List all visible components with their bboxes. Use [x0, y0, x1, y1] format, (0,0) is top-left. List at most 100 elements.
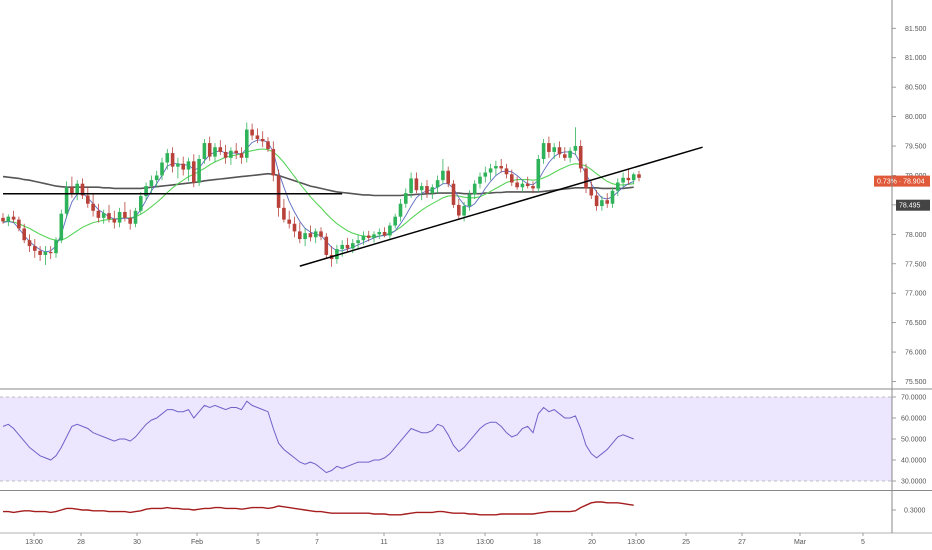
candle-body [621, 177, 625, 183]
candle-body [80, 183, 85, 196]
rising-trend-line [299, 146, 703, 267]
y-tick-label: 70.0000 [901, 395, 926, 402]
level-price-badge-text: 78.495 [899, 203, 921, 210]
candle-body [112, 219, 117, 223]
x-tick-label: 7 [315, 539, 319, 546]
candle-body [499, 166, 503, 169]
candle-body [494, 166, 498, 169]
candle-body [361, 235, 366, 241]
last-price-badge-text: 0.73% · 78.904 [877, 179, 925, 186]
candle-body [510, 174, 514, 183]
y-tick-label: 80.500 [905, 85, 927, 92]
candle-body [563, 154, 567, 158]
candle-body [600, 200, 604, 207]
x-tick-label: 11 [380, 539, 387, 546]
candle-body [128, 217, 132, 224]
y-tick-label: 40.0000 [901, 458, 926, 465]
candle-body [6, 216, 11, 222]
x-tick-label: 18 [533, 539, 541, 546]
candle-body [520, 183, 525, 188]
candle-body [75, 183, 79, 194]
y-tick-label: 80.000 [905, 114, 927, 121]
candle-body [250, 129, 254, 136]
candle-body [11, 216, 16, 220]
candle-body [594, 195, 599, 207]
candle-body [43, 251, 48, 255]
candle-body [202, 143, 207, 159]
candle-body [38, 250, 42, 255]
candle-body [271, 148, 276, 176]
candle-body [107, 213, 111, 220]
candle-body [64, 187, 69, 214]
candle-body [17, 219, 21, 229]
candle-body [313, 231, 318, 238]
candle-body [170, 153, 175, 167]
candle-body [276, 175, 281, 208]
candle-body [48, 251, 53, 254]
candle-body [398, 203, 403, 217]
candle-body [33, 246, 37, 251]
candle-body [472, 183, 477, 195]
candle-body [568, 150, 572, 158]
y-tick-label: 0.3000 [904, 508, 926, 515]
candle-body [139, 196, 143, 211]
x-tick-label: Feb [191, 539, 203, 546]
rsi-pane: 30.0000 40.0000 50.0000 60.0000 70.0000 [0, 395, 926, 486]
time-axis: 13:00 28 30 Feb 5 7 11 13 13:00 18 20 13:00 25 27 Mar 5 [25, 533, 865, 546]
candle-body [478, 176, 482, 184]
candle-body [144, 186, 148, 197]
x-tick-label: 13:00 [25, 539, 43, 546]
candle-body [430, 187, 435, 194]
candle-body [536, 158, 541, 189]
candle-body [186, 161, 191, 170]
candle-body [319, 231, 323, 237]
candle-body [324, 236, 329, 255]
candle-body [435, 180, 440, 188]
candle-body [637, 174, 641, 178]
last-price-badge [874, 175, 930, 187]
y-tick-label: 81.500 [905, 26, 927, 33]
candle-body [483, 172, 488, 177]
candle-body [372, 234, 376, 238]
candle-body [377, 231, 382, 235]
rsi-line [2, 400, 634, 474]
x-tick-label: 13:00 [476, 539, 494, 546]
candle-body [345, 244, 350, 249]
candle-body [552, 147, 556, 152]
candle-body [91, 203, 95, 211]
candle-body [388, 225, 392, 236]
y-tick-label: 77.500 [905, 261, 927, 268]
candle-body [245, 129, 249, 158]
lower-indicator-pane: 0.3000 [3, 501, 926, 516]
candle-body [59, 213, 64, 241]
candle-body [541, 143, 546, 159]
y-tick-label: 30.0000 [901, 479, 926, 486]
candle-body [404, 193, 408, 204]
candle-body [488, 168, 493, 173]
candle-body [573, 146, 578, 151]
x-tick-label: 25 [682, 539, 690, 546]
candle-body [414, 178, 419, 191]
candle-body [54, 240, 58, 254]
candle-body [462, 206, 466, 216]
candle-body [298, 231, 302, 240]
candle-body [197, 158, 201, 183]
candle-body [292, 223, 297, 232]
x-tick-label: 30 [133, 539, 141, 546]
candle-body [340, 244, 344, 250]
candle-body [303, 233, 307, 240]
x-tick-label: 5 [861, 539, 865, 546]
candle-body [70, 187, 74, 194]
candle-body [22, 228, 26, 241]
candle-body [282, 207, 286, 220]
y-tick-label: 60.0000 [901, 416, 926, 423]
candle-body [419, 186, 424, 191]
x-tick-label: 13:00 [627, 539, 645, 546]
candle-body [467, 194, 472, 207]
x-tick-label: 5 [256, 539, 260, 546]
candle-body [207, 143, 212, 157]
candle-body [154, 175, 159, 181]
candle-body [218, 147, 223, 152]
candle-body [504, 168, 509, 175]
candle-body [96, 210, 101, 218]
